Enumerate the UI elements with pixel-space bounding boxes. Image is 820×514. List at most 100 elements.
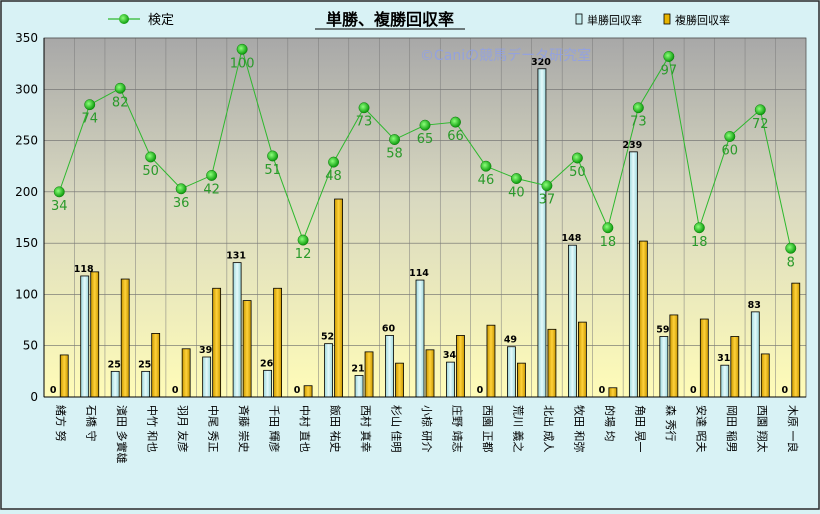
x-tick-label: 岡田 稲男 bbox=[725, 405, 738, 453]
bar-place bbox=[791, 282, 801, 398]
x-tick-label: 西園 正都 bbox=[481, 405, 494, 452]
bar-place bbox=[59, 354, 69, 398]
line-test-label: 72 bbox=[752, 117, 769, 132]
line-test-point bbox=[754, 104, 766, 116]
bar-place bbox=[273, 287, 283, 398]
bar-win-label: 0 bbox=[50, 385, 57, 396]
x-tick-label: 西村 真幸 bbox=[359, 405, 373, 453]
bar-place bbox=[151, 333, 161, 398]
bar-place bbox=[181, 348, 191, 398]
line-test-point bbox=[145, 151, 157, 163]
bar-place bbox=[120, 278, 130, 398]
x-tick-label: 中尾 秀正 bbox=[207, 405, 220, 453]
line-test-point bbox=[267, 150, 279, 162]
bar-place bbox=[334, 198, 343, 398]
line-test-point bbox=[114, 82, 126, 94]
x-tick-label: 庄野 靖志 bbox=[450, 405, 464, 453]
bar-place bbox=[669, 314, 679, 398]
line-test-point bbox=[450, 116, 461, 128]
line-test-label: 50 bbox=[569, 165, 586, 180]
bar-place bbox=[608, 387, 618, 398]
bar-win-label: 0 bbox=[690, 385, 697, 396]
bars bbox=[59, 68, 801, 398]
legend-line-marker bbox=[119, 14, 129, 24]
y-tick-label: 150 bbox=[15, 236, 38, 250]
x-tick-label: 緒方 努 bbox=[54, 405, 68, 442]
y-tick-label: 200 bbox=[15, 185, 38, 199]
chart-title: 単勝、複勝回収率 bbox=[326, 10, 454, 29]
bar-place bbox=[699, 318, 709, 398]
x-tick-label: 的場 均 bbox=[603, 405, 617, 442]
line-test-point bbox=[785, 242, 797, 254]
x-tick-label: 羽月 友彦 bbox=[176, 405, 190, 453]
legend-win-label: 単勝回収率 bbox=[587, 13, 642, 27]
line-test-point bbox=[358, 102, 370, 114]
bar-win-label: 59 bbox=[656, 324, 669, 335]
bar-win-label: 0 bbox=[294, 385, 301, 396]
x-tick-label: 飯田 祐史 bbox=[329, 405, 343, 453]
y-tick-label: 350 bbox=[15, 31, 38, 45]
bar-win-label: 21 bbox=[351, 363, 364, 374]
x-tick-label: 石橋 守 bbox=[85, 405, 99, 442]
bar-win-label: 131 bbox=[226, 251, 246, 262]
bar-win-label: 26 bbox=[260, 358, 274, 369]
bar-place bbox=[212, 287, 222, 398]
bar-win-label: 0 bbox=[599, 385, 606, 396]
x-tick-label: 安達 昭夫 bbox=[694, 405, 708, 453]
bar-place bbox=[730, 336, 740, 398]
line-test-label: 51 bbox=[264, 163, 281, 178]
line-test-point bbox=[53, 186, 65, 198]
line-test-label: 34 bbox=[51, 199, 68, 214]
line-test-label: 40 bbox=[508, 186, 525, 201]
legend-win-swatch bbox=[575, 13, 583, 25]
line-test-label: 12 bbox=[295, 247, 312, 262]
line-test-label: 37 bbox=[539, 193, 556, 208]
line-test-point bbox=[419, 119, 431, 131]
line-test-label: 100 bbox=[230, 56, 255, 71]
bar-win bbox=[141, 370, 151, 398]
bar-win bbox=[110, 370, 120, 398]
line-test-label: 48 bbox=[325, 169, 342, 184]
bar-win bbox=[80, 275, 90, 398]
x-tick-label: 中竹 和也 bbox=[146, 405, 160, 453]
bar-win-label: 34 bbox=[443, 350, 457, 361]
line-test-label: 18 bbox=[691, 235, 708, 250]
legend-bar-place: 複勝回収率 bbox=[663, 13, 730, 27]
legend-line-label: 検定 bbox=[148, 13, 174, 28]
bar-win-label: 148 bbox=[561, 233, 581, 244]
x-tick-label: 牧田 和弥 bbox=[572, 405, 586, 453]
line-test-label: 60 bbox=[722, 143, 739, 158]
line-test-point bbox=[389, 134, 400, 145]
bar-win bbox=[750, 311, 760, 398]
x-tick-label: 中村 直也 bbox=[298, 405, 312, 453]
bar-win bbox=[537, 68, 547, 398]
line-test-point bbox=[510, 173, 522, 184]
bar-win bbox=[232, 262, 242, 398]
y-tick-label: 250 bbox=[15, 134, 38, 148]
bar-win-label: 25 bbox=[108, 359, 121, 370]
bar-win-label: 60 bbox=[382, 323, 396, 334]
line-test-point bbox=[541, 180, 553, 192]
bar-win bbox=[628, 151, 638, 398]
bar-win-label: 52 bbox=[321, 332, 334, 343]
bar-win-label: 83 bbox=[748, 300, 761, 311]
bar-win-label: 239 bbox=[622, 140, 642, 151]
line-test-point bbox=[602, 222, 614, 234]
line-test-label: 97 bbox=[661, 63, 678, 78]
plot-area bbox=[44, 38, 806, 397]
line-test-point bbox=[175, 183, 187, 195]
bar-win-label: 39 bbox=[199, 345, 212, 356]
bar-win bbox=[568, 244, 577, 398]
x-tick-label: 小椋 研介 bbox=[420, 405, 434, 453]
line-test-point bbox=[571, 152, 583, 164]
watermark: ©Caniの競馬データ研究室 bbox=[420, 47, 591, 64]
data-labels: 0 118 25 25 0 39 131 26 0 52 21 60 114 34 0 49 320 148 0 23… bbox=[50, 56, 795, 396]
line-test-label: 50 bbox=[142, 164, 159, 179]
bar-win-label: 118 bbox=[74, 264, 94, 275]
x-tick-label: 西園 翔太 bbox=[755, 405, 769, 453]
line-test-point bbox=[693, 222, 705, 234]
legend-place-swatch bbox=[663, 13, 671, 25]
line-test-label: 42 bbox=[203, 182, 220, 197]
x-tick-label: 濱田 多實雄 bbox=[115, 405, 129, 464]
